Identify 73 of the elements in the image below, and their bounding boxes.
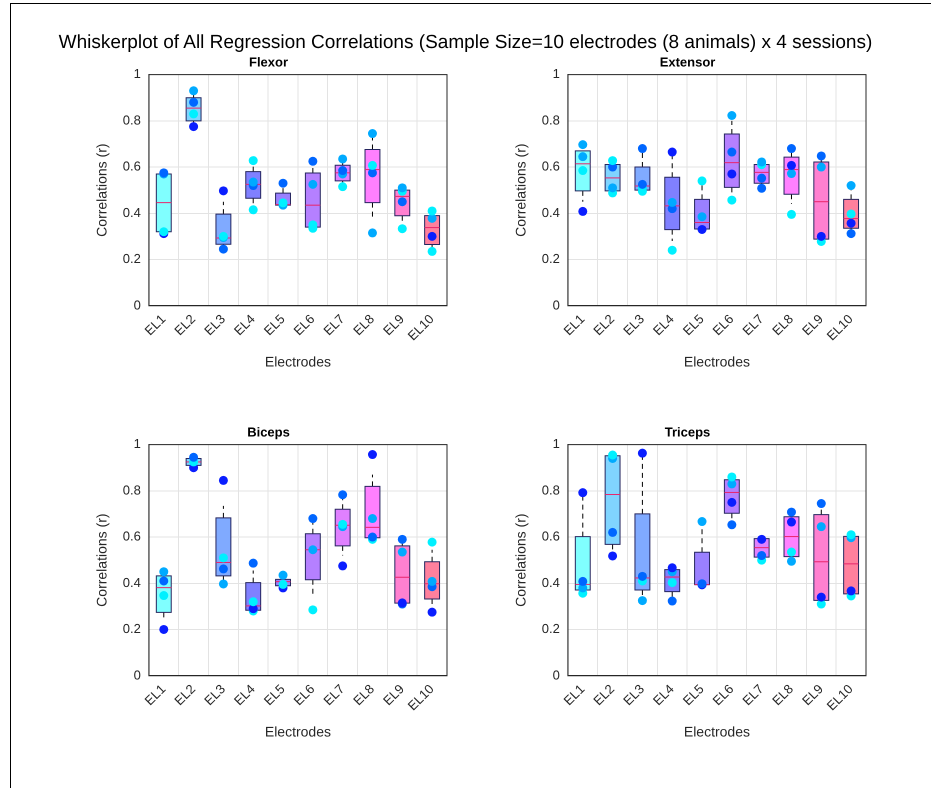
chart-title: Flexor	[248, 54, 288, 70]
x-tick-label: EL5	[680, 681, 707, 708]
y-tick-label: 0.2	[542, 621, 560, 636]
chart-title: Extensor	[660, 54, 716, 70]
chart-title: Biceps	[247, 424, 290, 440]
x-tick-label: EL8	[769, 311, 796, 338]
y-axis-title: Correlations (r)	[512, 143, 528, 237]
x-axis-title: Electrodes	[264, 353, 332, 370]
x-tick-label: EL7	[739, 311, 766, 338]
y-tick-label: 0.4	[122, 574, 141, 590]
y-tick-label: 0.8	[542, 482, 560, 498]
x-tick-label: EL3	[620, 681, 648, 708]
x-tick-label: EL2	[171, 311, 198, 338]
y-tick-label: 0.6	[122, 528, 141, 544]
x-tick-label: EL3	[201, 681, 228, 708]
x-tick-label: EL4	[230, 681, 258, 708]
y-tick-label: 0.8	[122, 112, 141, 128]
x-axis-title: Electrodes	[684, 723, 750, 740]
x-tick-label: EL5	[260, 311, 288, 338]
x-tick-label: EL6	[290, 681, 318, 708]
y-axis-title: Correlations (r)	[512, 513, 528, 607]
x-tick-label: EL6	[710, 311, 736, 338]
x-tick-label: EL8	[769, 681, 796, 708]
x-tick-label: EL7	[320, 311, 348, 338]
x-tick-label: EL6	[290, 311, 318, 338]
x-tick-label: EL7	[320, 681, 348, 708]
x-tick-label: EL3	[201, 311, 228, 338]
y-tick-label: 1	[552, 66, 560, 82]
x-tick-label: EL9	[798, 311, 826, 338]
y-tick-label: 0.4	[542, 574, 560, 590]
y-tick-label: 1	[134, 436, 141, 452]
y-tick-label: 0.4	[542, 204, 560, 220]
x-axis-title: Electrodes	[684, 353, 750, 370]
x-tick-label: EL1	[560, 311, 588, 338]
x-tick-label: EL5	[260, 681, 288, 708]
x-tick-label: EL8	[350, 311, 378, 338]
y-tick-label: 1	[552, 436, 560, 452]
y-tick-label: 0.6	[542, 158, 560, 174]
x-tick-label: EL4	[230, 311, 258, 338]
x-tick-label: EL1	[560, 681, 588, 708]
chart-title: Triceps	[664, 424, 710, 440]
x-tick-label: EL9	[380, 681, 407, 708]
y-tick-label: 0.6	[542, 528, 560, 544]
y-tick-label: 0.2	[122, 621, 141, 636]
x-tick-label: EL2	[171, 681, 198, 708]
y-tick-label: 0.2	[542, 251, 560, 266]
x-tick-label: EL4	[650, 681, 677, 708]
x-tick-label: EL2	[590, 681, 618, 708]
text: Whiskerplot of All Regression Correlations (Sample Size=10 electrodes (8 animals) x 4 sessions)	[58, 32, 874, 54]
y-tick-label: 0	[134, 667, 141, 682]
x-tick-label: EL5	[680, 311, 707, 338]
y-tick-label: 0	[552, 297, 560, 312]
y-tick-label: 0.4	[122, 204, 141, 220]
x-tick-label: EL3	[620, 311, 648, 338]
x-tick-label: EL6	[710, 681, 736, 708]
y-tick-label: 0.8	[542, 112, 560, 128]
x-tick-label: EL7	[739, 681, 766, 708]
x-tick-label: EL8	[350, 681, 378, 708]
y-axis-title: Correlations (r)	[93, 513, 110, 607]
y-axis-title: Correlations (r)	[93, 143, 110, 237]
y-tick-label: 0	[134, 297, 141, 312]
x-tick-label: EL4	[650, 311, 677, 338]
x-tick-label: EL1	[141, 311, 168, 338]
y-tick-label: 0.8	[122, 482, 141, 498]
x-tick-label: EL9	[380, 311, 407, 338]
x-axis-title: Electrodes	[264, 723, 332, 740]
y-tick-label: 0.6	[122, 158, 141, 174]
x-tick-label: EL9	[798, 681, 826, 708]
y-tick-label: 0.2	[122, 251, 141, 266]
y-tick-label: 1	[134, 66, 141, 82]
x-tick-label: EL2	[590, 311, 618, 338]
y-tick-label: 0	[552, 667, 560, 682]
x-tick-label: EL1	[141, 681, 168, 708]
